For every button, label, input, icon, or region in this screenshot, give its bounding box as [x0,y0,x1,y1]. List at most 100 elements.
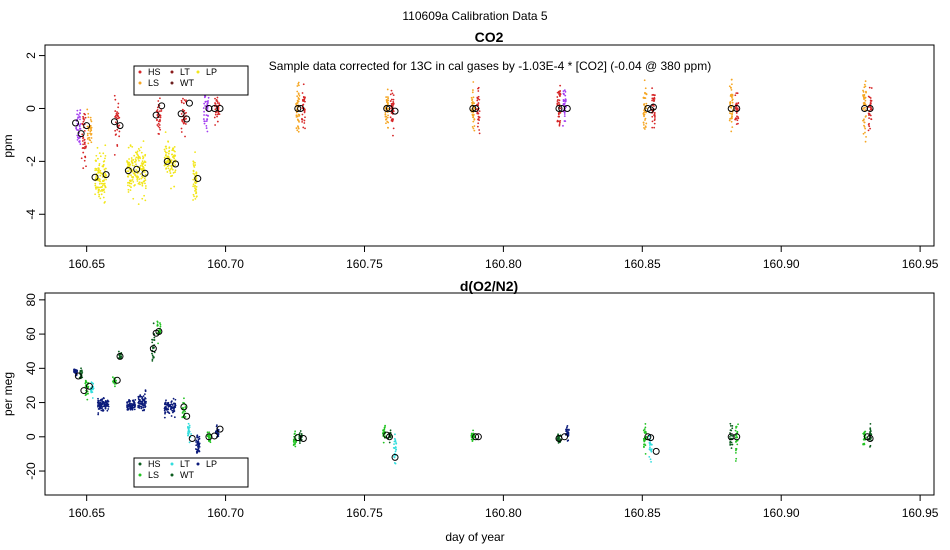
data-point [118,135,121,138]
mean-marker [158,102,166,110]
data-point [134,161,137,163]
legend-label: LS [148,78,159,88]
data-point [82,143,84,146]
data-point [104,407,107,410]
data-point [138,156,141,158]
legend-label: WT [180,78,194,88]
data-point [216,115,218,118]
data-point [104,172,107,175]
data-point [97,397,99,400]
data-point [87,112,90,115]
data-point [867,95,870,98]
data-point [563,89,566,92]
data-point [652,100,655,102]
data-point [170,407,172,410]
data-point [729,95,732,97]
data-point [131,162,134,165]
data-point [130,159,133,162]
data-point [100,182,103,185]
data-point [116,111,118,113]
data-point [870,118,873,121]
data-point [215,425,218,428]
data-point [386,102,389,104]
data-point [387,126,389,129]
data-point [478,98,481,101]
data-point [193,181,196,184]
data-point [729,86,732,89]
mean-marker [652,447,660,455]
data-point [130,157,133,159]
data-point [204,105,207,107]
data-point [164,412,166,415]
data-point [153,339,156,341]
data-point [106,404,109,407]
data-point [101,407,104,409]
data-point [208,431,211,434]
data-point [165,147,168,150]
data-point [97,412,100,414]
data-point [868,86,871,89]
data-point [87,137,90,139]
data-point [471,103,474,106]
data-point [137,397,140,399]
data-point [386,116,389,119]
data-point [301,113,304,116]
data-point [730,130,733,133]
data-point [296,90,299,93]
data-point [869,97,872,99]
data-point [99,399,102,401]
data-point [165,403,168,406]
y-tick-label: 20 [24,396,38,410]
data-point [139,402,142,405]
data-point [181,120,184,123]
data-point [476,111,479,114]
data-point [296,102,299,104]
data-point [862,438,865,441]
data-point [103,403,106,406]
mean-marker [294,104,302,112]
data-point [158,118,161,121]
data-point [94,193,97,196]
x-tick-label: 160.90 [763,506,800,520]
data-point [867,123,870,126]
data-point [102,400,105,403]
data-point [132,400,135,403]
data-point [202,107,205,109]
data-point [174,150,176,153]
data-point [198,444,200,446]
data-point [300,432,303,435]
data-point [114,385,116,388]
data-point [117,117,120,120]
data-point [390,89,393,92]
data-point [135,169,138,171]
data-point [138,181,141,184]
data-point [862,443,865,445]
data-point [736,119,739,122]
data-point [869,101,872,104]
data-point [138,407,141,409]
data-point [559,89,562,92]
data-point [106,409,109,412]
data-point [144,164,147,167]
data-point [173,185,176,188]
data-point [79,109,82,111]
data-point [174,406,177,409]
data-point [137,406,140,409]
data-point [140,407,143,410]
data-point [164,150,167,153]
data-point [97,169,100,172]
data-point [102,164,105,167]
data-point [644,430,647,433]
data-point [170,187,172,190]
data-point [558,94,561,97]
data-point [165,408,168,411]
mean-marker [177,110,185,118]
data-point [126,160,129,163]
data-point [105,178,107,181]
data-point [89,118,92,121]
y-tick-label: 0 [24,105,38,112]
data-point [863,125,866,128]
data-point [90,137,93,139]
data-point [649,458,652,461]
